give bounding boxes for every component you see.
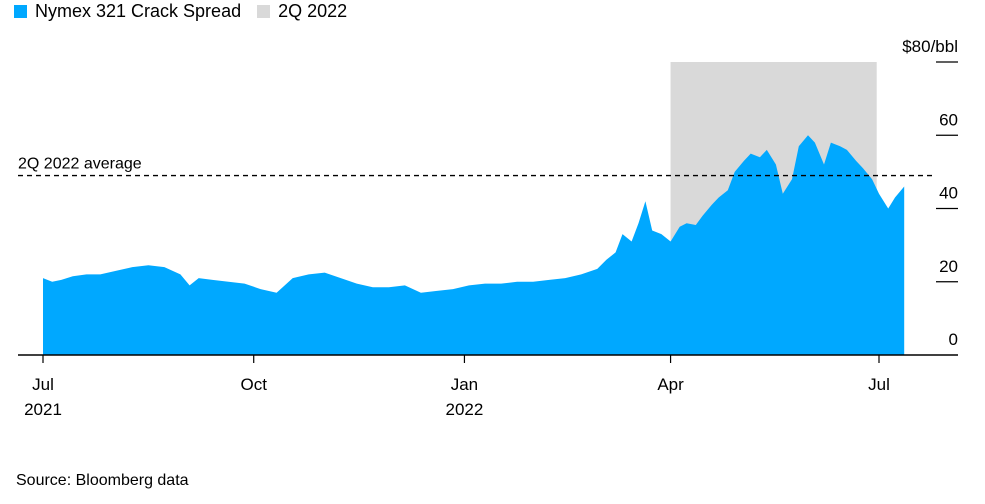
- reference-line-label: 2Q 2022 average: [18, 156, 142, 173]
- x-tick-label-4: Jul: [868, 375, 890, 394]
- legend: Nymex 321 Crack Spread 2Q 2022: [14, 0, 363, 22]
- legend-label-series: Nymex 321 Crack Spread: [35, 0, 242, 21]
- y-tick-label-0: $80/bbl: [902, 37, 958, 56]
- legend-label-band: 2Q 2022: [278, 0, 348, 21]
- legend-swatch-series: [14, 4, 27, 18]
- y-tick-label-1: 60: [939, 110, 958, 129]
- x-tick-sublabel-0: 2021: [24, 400, 62, 419]
- x-tick-label-0: Jul: [32, 375, 54, 394]
- y-tick-label-3: 20: [939, 257, 958, 276]
- legend-item-band: 2Q 2022: [257, 1, 347, 22]
- series-area-0: [43, 135, 905, 355]
- legend-swatch-band: [257, 4, 271, 18]
- x-tick-label-3: Apr: [657, 375, 684, 394]
- x-tick-sublabel-2: 2022: [446, 400, 484, 419]
- x-tick-label-2: Jan: [451, 375, 478, 394]
- y-tick-label-2: 40: [939, 184, 958, 203]
- source-note: Source: Bloomberg data: [16, 472, 189, 489]
- y-tick-label-4: 0: [949, 330, 958, 349]
- legend-item-series: Nymex 321 Crack Spread: [14, 1, 241, 22]
- x-tick-label-1: Oct: [240, 375, 267, 394]
